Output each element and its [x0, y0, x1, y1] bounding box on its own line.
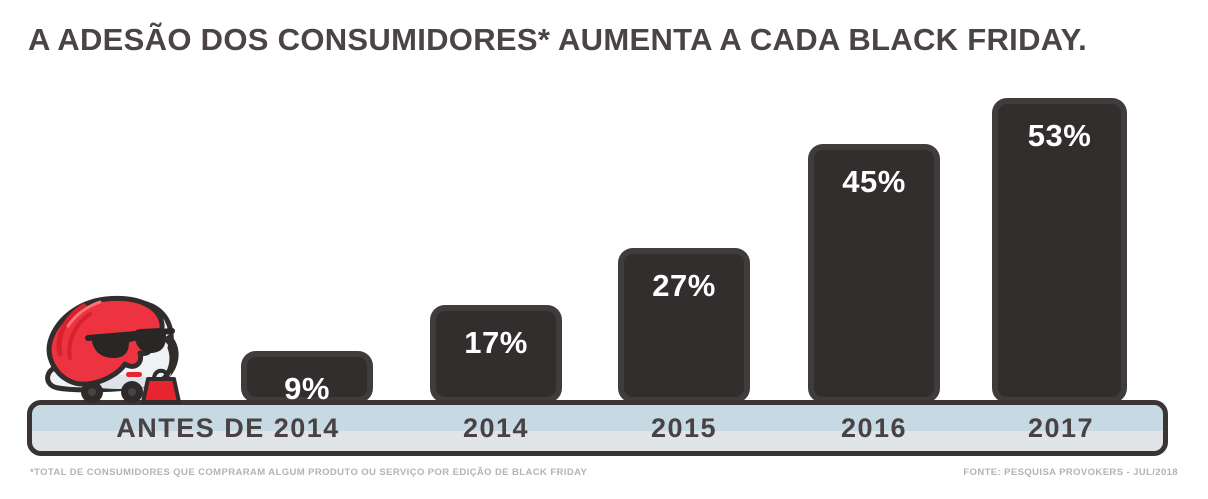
- bar-2015: 27%: [618, 248, 750, 403]
- x-axis-label-2017: 2017: [1027, 413, 1095, 443]
- bar-2016: 45%: [808, 144, 940, 403]
- bar-value-label: 45%: [842, 164, 906, 199]
- bar-2017: 53%: [992, 98, 1127, 403]
- bar-2014: 17%: [430, 305, 562, 403]
- x-axis-band: [27, 400, 1168, 456]
- bar-value-label: 27%: [652, 268, 716, 303]
- footnote-definition: *TOTAL DE CONSUMIDORES QUE COMPRARAM ALG…: [30, 467, 588, 478]
- x-axis-label-2014: 2014: [462, 413, 530, 443]
- mascot-shopping-bag-icon: [141, 368, 181, 404]
- x-axis-label-2015: 2015: [650, 413, 718, 443]
- bar-value-label: 17%: [464, 325, 528, 360]
- x-axis-label-antes-de-2014: ANTES DE 2014: [116, 413, 340, 443]
- waze-shopper-mascot-icon: [45, 295, 181, 404]
- mascot-wheel-right-hub: [128, 388, 136, 396]
- x-axis-label-2016: 2016: [840, 413, 908, 443]
- mascot-wheel-left-hub: [88, 388, 96, 396]
- chart-title: A ADESÃO DOS CONSUMIDORES* AUMENTA A CAD…: [28, 22, 1088, 57]
- mascot-hair-highlight: [66, 300, 102, 328]
- mascot-sunglasses-icon: [85, 328, 175, 358]
- footnote-source: FONTE: PESQUISA PROVOKERS - JUL/2018: [963, 467, 1178, 478]
- mascot-hair-tip: [162, 334, 179, 377]
- mascot-hair-shade-2: [67, 312, 92, 360]
- bar-value-label: 53%: [1027, 118, 1092, 153]
- mascot-hair-shade: [56, 303, 87, 357]
- bar-antes-de-2014: 9%: [241, 351, 373, 406]
- mascot-lips: [126, 372, 142, 377]
